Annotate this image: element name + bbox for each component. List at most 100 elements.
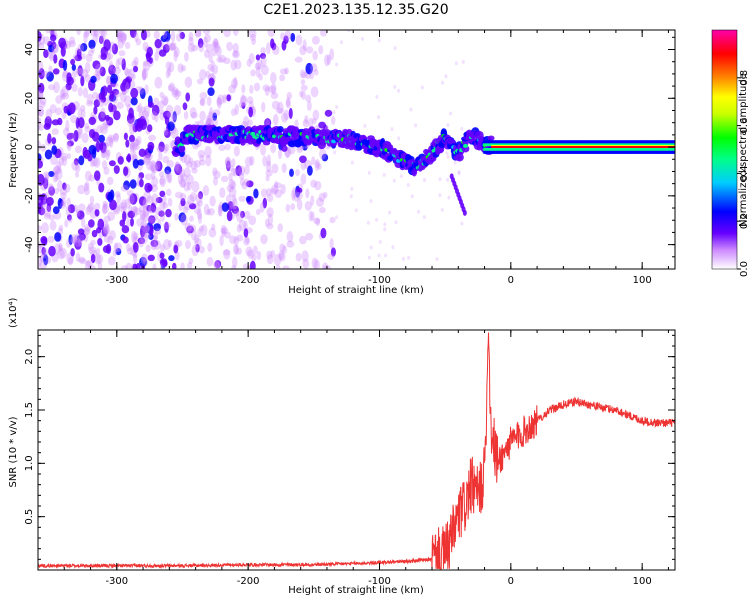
spectrogram-cell <box>271 100 280 110</box>
spectrogram-cell <box>51 137 57 145</box>
spectrogram-cell <box>232 256 238 268</box>
spectrogram-x-tick-label: 0 <box>508 275 514 286</box>
spectrogram-cell <box>105 136 114 147</box>
spectrogram-cell <box>460 221 464 226</box>
spectrogram-cell <box>76 210 85 220</box>
spectrogram-cell <box>184 51 189 62</box>
spectrogram-cell <box>102 200 108 207</box>
spectrogram-cell <box>164 221 169 233</box>
spectrogram-cell <box>94 64 103 74</box>
spectrogram-cell <box>78 127 83 139</box>
spectrogram-cell <box>138 102 143 114</box>
spectrogram-cell <box>164 129 171 138</box>
spectrogram-cell <box>133 31 139 42</box>
spectrogram-cell <box>447 195 451 200</box>
spectrogram-cell <box>78 256 86 263</box>
spectrogram-cell <box>208 208 215 216</box>
spectrogram-cell <box>187 224 192 236</box>
spectrogram-cell <box>230 59 237 71</box>
spectrogram-cell <box>243 178 250 187</box>
spectrogram-cell <box>159 91 165 99</box>
spectrogram-cell <box>49 34 57 42</box>
spectrogram-cell <box>60 45 66 57</box>
spectrogram-cell <box>110 73 118 84</box>
spectrogram-cell <box>390 127 394 132</box>
spectrogram-cell <box>230 108 237 117</box>
spectrogram-cell <box>51 119 60 126</box>
spectrogram-cell <box>305 188 310 199</box>
spectrogram-cell <box>64 219 69 228</box>
spectrogram-frame <box>37 29 676 270</box>
spectrogram-cell <box>222 94 227 104</box>
spectrogram-cell <box>137 159 145 166</box>
spectrogram-cell <box>48 171 55 178</box>
spectrogram-cell <box>40 236 48 244</box>
spectrogram-cell <box>301 250 309 262</box>
spectrogram-cell <box>67 140 74 147</box>
spectrogram-cell <box>304 115 309 124</box>
spectrogram-cell <box>229 235 237 245</box>
spectrogram-cell <box>275 264 281 269</box>
spectrogram-cell <box>422 177 426 182</box>
spectrogram-cell <box>220 224 227 235</box>
spectrogram-cell <box>104 223 110 235</box>
spectrogram-cell <box>167 171 173 184</box>
spectrogram-cell <box>151 176 159 188</box>
spectrogram-cell <box>142 41 149 52</box>
spectrogram-cell <box>76 30 81 36</box>
spectrogram-cell <box>267 213 274 226</box>
spectrogram-cell <box>116 32 121 39</box>
spectrogram-cell <box>68 36 76 45</box>
snr-marks <box>38 332 675 570</box>
spectrogram-cell <box>293 191 300 202</box>
spectrogram-cell <box>258 73 263 81</box>
spectrogram-cell <box>143 225 150 233</box>
spectrogram-cell <box>294 56 303 63</box>
spectrogram-cell <box>90 75 97 84</box>
spectrogram-cell <box>264 218 270 228</box>
spectrogram-cell <box>138 238 144 248</box>
spectrogram-cell <box>221 227 226 238</box>
spectrogram-cell <box>163 96 168 107</box>
spectrogram-cell <box>270 38 275 49</box>
spectrogram-cell <box>47 133 52 144</box>
spectrogram-cell <box>261 64 269 76</box>
spectrogram-cell <box>114 242 122 253</box>
snr-y-ticks: 0.5 1.0 1.5 2.0 <box>24 334 675 571</box>
snr-y-axis-label: SNR (10 * v/v) <box>8 416 19 487</box>
spectrogram-cell <box>245 246 253 257</box>
spectrogram-cell <box>189 192 197 202</box>
spectrogram-cell <box>231 78 238 90</box>
spectrogram-cell <box>207 242 213 253</box>
spectrogram-cell <box>212 112 218 121</box>
spectrogram-cell <box>330 247 336 257</box>
spectrogram-cell <box>174 88 180 100</box>
spectrogram-cell <box>61 156 68 167</box>
spectrogram-cell <box>222 249 231 256</box>
spectrogram-cell <box>38 225 42 232</box>
spectrogram-cell <box>165 208 172 218</box>
spectrogram-cell <box>397 88 401 93</box>
spectrogram-cell <box>146 160 154 171</box>
spectrogram-cell <box>108 102 114 113</box>
spectrogram-cell <box>99 141 104 151</box>
spectrogram-cell <box>83 183 90 192</box>
spectrogram-cell <box>205 70 211 78</box>
spectrogram-cell <box>66 142 72 152</box>
spectrogram-cell <box>180 173 188 182</box>
spectrogram-cell <box>231 167 237 176</box>
spectrogram-cell <box>401 256 405 261</box>
spectrogram-cell <box>116 32 124 43</box>
spectrogram-cell <box>302 119 310 128</box>
spectrogram-cell <box>61 92 70 100</box>
spectrogram-cell <box>251 253 257 262</box>
spectrogram-cell <box>52 206 60 215</box>
spectrogram-cell <box>84 181 90 188</box>
spectrogram-cell <box>92 60 101 70</box>
spectrogram-cell <box>232 243 239 255</box>
spectrogram-cell <box>139 178 144 188</box>
spectrogram-cell <box>243 220 248 231</box>
spectrogram-cell <box>66 72 72 83</box>
spectrogram-cell <box>155 196 163 204</box>
spectrogram-cell <box>84 73 91 83</box>
